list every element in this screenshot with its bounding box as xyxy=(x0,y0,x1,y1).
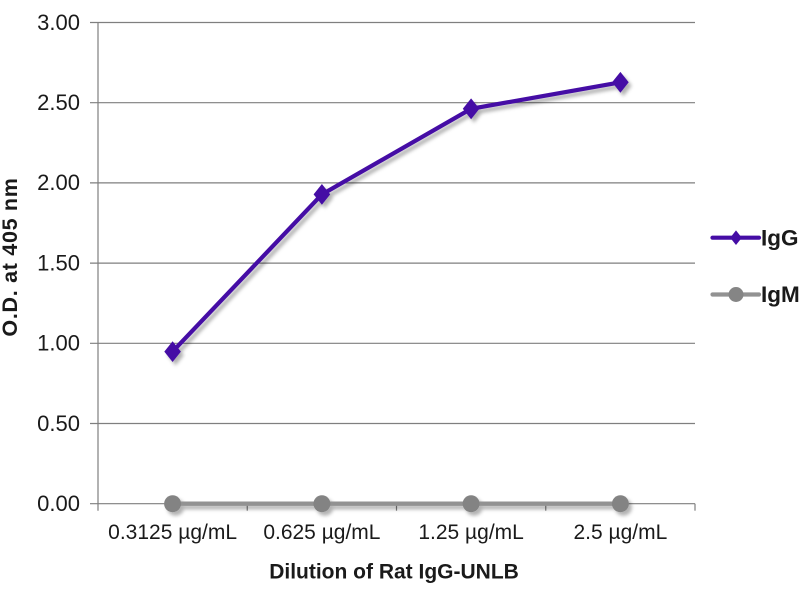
svg-text:1.50: 1.50 xyxy=(37,250,80,275)
svg-text:Dilution of Rat IgG-UNLB: Dilution of Rat IgG-UNLB xyxy=(269,561,519,584)
svg-text:0.3125 µg/mL: 0.3125 µg/mL xyxy=(108,521,237,544)
svg-text:3.00: 3.00 xyxy=(37,10,80,35)
svg-text:IgM: IgM xyxy=(761,282,800,307)
svg-text:0.00: 0.00 xyxy=(37,491,80,516)
svg-text:2.50: 2.50 xyxy=(37,90,80,115)
svg-text:0.625 µg/mL: 0.625 µg/mL xyxy=(263,521,380,544)
svg-text:1.00: 1.00 xyxy=(37,331,80,356)
svg-text:O.D. at 405 nm: O.D. at 405 nm xyxy=(0,177,22,336)
svg-text:2.5 µg/mL: 2.5 µg/mL xyxy=(573,521,667,544)
svg-text:IgG: IgG xyxy=(761,225,799,250)
svg-text:1.25 µg/mL: 1.25 µg/mL xyxy=(418,521,524,544)
svg-text:0.50: 0.50 xyxy=(37,411,80,436)
svg-text:2.00: 2.00 xyxy=(37,170,80,195)
